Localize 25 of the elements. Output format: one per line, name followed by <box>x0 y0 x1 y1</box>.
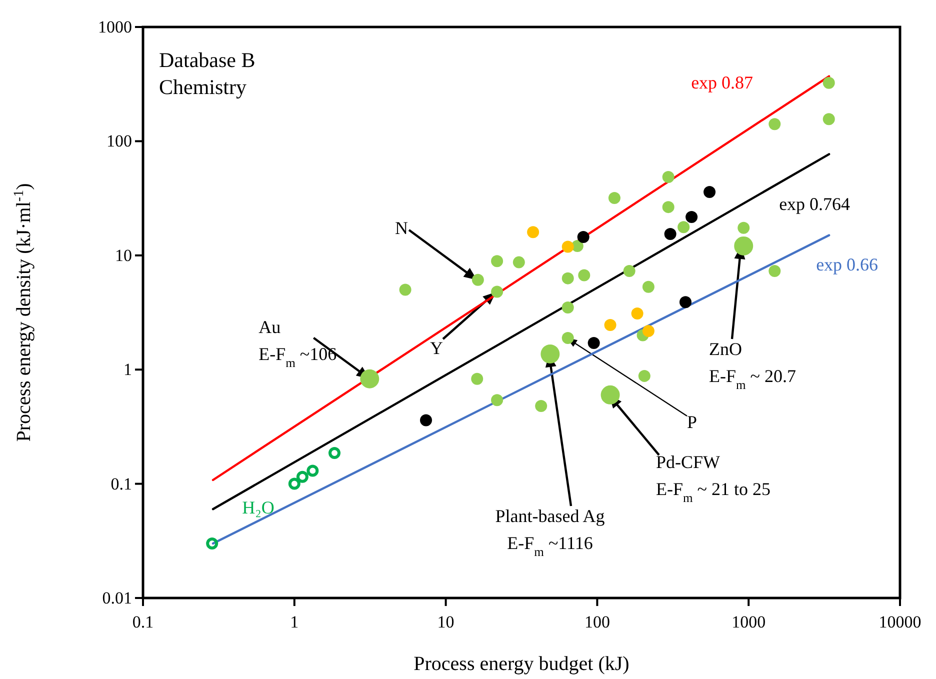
annotation: Y <box>430 338 443 358</box>
series-label: H₂O <box>242 498 274 518</box>
y-tick-label: 0.1 <box>110 474 132 494</box>
annotation: Pd-CFW E-F$_{m}$ ~ 21 to 25 <box>656 452 771 505</box>
annotation: ZnO E-F$_{m}$ ~ 20.7 <box>709 339 796 392</box>
x-tick-label: 1000 <box>732 612 766 632</box>
y-tick-label: 1 <box>124 360 132 380</box>
annotation: Plant-based Ag E-F$_{m}$ ~1116 <box>495 506 605 559</box>
series-label: exp 0.66 <box>816 254 878 274</box>
x-tick-label: 10000 <box>878 612 922 632</box>
x-tick-label: 0.1 <box>132 612 154 632</box>
y-tick-label: 100 <box>106 132 132 151</box>
x-tick-label: 1 <box>290 612 299 632</box>
y-tick-label: 1000 <box>98 17 132 36</box>
series-label: exp 0.87 <box>691 72 754 92</box>
series-label: exp 0.764 <box>779 194 850 214</box>
x-tick-label: 10 <box>437 612 454 632</box>
x-axis-title: Process energy budget (kJ) <box>414 653 630 675</box>
text: Database B Chemistry <box>159 48 256 99</box>
annotation: N <box>395 218 408 238</box>
x-tick-label: 100 <box>584 612 610 632</box>
annotation: P <box>687 412 698 432</box>
annotation: Au E-F$_{m}$ ~106 <box>258 316 337 370</box>
y-tick-label: 10 <box>115 246 132 265</box>
y-tick-label: 0.01 <box>102 588 132 608</box>
